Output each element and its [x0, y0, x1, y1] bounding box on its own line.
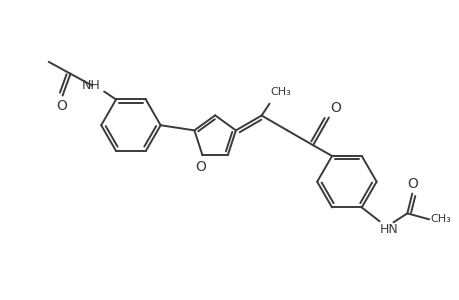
Text: HN: HN [379, 223, 397, 236]
Text: CH₃: CH₃ [270, 87, 291, 97]
Text: O: O [406, 177, 417, 190]
Text: CH₃: CH₃ [429, 214, 450, 224]
Text: O: O [195, 160, 205, 174]
Text: O: O [56, 100, 67, 113]
Text: O: O [329, 100, 340, 115]
Text: NH: NH [81, 79, 100, 92]
